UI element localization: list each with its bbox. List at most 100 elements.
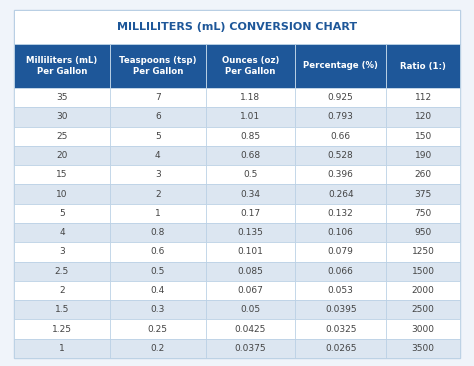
Text: 0.079: 0.079 [328,247,354,257]
Text: 0.053: 0.053 [328,286,354,295]
Bar [386,242,460,262]
Bar [295,44,386,88]
Bar [14,10,460,44]
Bar [14,262,110,281]
Text: 1500: 1500 [412,267,435,276]
Text: 0.793: 0.793 [328,112,354,122]
Text: 0.17: 0.17 [240,209,260,218]
Bar [386,339,460,358]
Bar [206,204,295,223]
Text: MILLILITERS (mL) CONVERSION CHART: MILLILITERS (mL) CONVERSION CHART [117,22,357,32]
Bar [206,262,295,281]
Bar [295,146,386,165]
Bar [206,184,295,204]
Text: 0.68: 0.68 [240,151,260,160]
Text: 0.396: 0.396 [328,170,354,179]
Bar [206,146,295,165]
Bar [14,339,110,358]
Bar [206,339,295,358]
Bar [206,165,295,184]
Bar [295,184,386,204]
Text: 3000: 3000 [412,325,435,333]
Bar [206,107,295,127]
Text: 0.3: 0.3 [151,305,165,314]
Bar [206,320,295,339]
Text: 0.135: 0.135 [237,228,264,237]
Bar [110,165,206,184]
Text: 0.0375: 0.0375 [235,344,266,353]
Bar [206,242,295,262]
Bar [386,127,460,146]
Text: Ratio (1:): Ratio (1:) [400,61,446,71]
Bar [14,320,110,339]
Bar [386,320,460,339]
Bar [386,281,460,300]
Text: 0.5: 0.5 [151,267,165,276]
Text: Milliliters (mL)
Per Gallon: Milliliters (mL) Per Gallon [27,56,98,76]
Text: 3500: 3500 [412,344,435,353]
Bar [14,300,110,320]
Text: 1250: 1250 [412,247,435,257]
Text: 25: 25 [56,132,68,141]
Bar [386,44,460,88]
Text: 0.2: 0.2 [151,344,165,353]
Text: 260: 260 [415,170,432,179]
Bar [386,262,460,281]
Text: 750: 750 [415,209,432,218]
Text: 0.66: 0.66 [331,132,351,141]
Bar [295,262,386,281]
Text: 375: 375 [415,190,432,199]
Text: 10: 10 [56,190,68,199]
Text: 5: 5 [155,132,161,141]
Bar [110,184,206,204]
Text: 0.067: 0.067 [237,286,264,295]
Text: 0.066: 0.066 [328,267,354,276]
Text: 2.5: 2.5 [55,267,69,276]
Bar [14,127,110,146]
Text: 4: 4 [155,151,161,160]
Text: 0.101: 0.101 [237,247,264,257]
Text: 2500: 2500 [412,305,435,314]
Text: 120: 120 [415,112,432,122]
Bar [386,107,460,127]
Bar [295,320,386,339]
Text: 0.528: 0.528 [328,151,354,160]
Bar [14,223,110,242]
Text: Ounces (oz)
Per Gallon: Ounces (oz) Per Gallon [222,56,279,76]
Bar [295,127,386,146]
Bar [110,300,206,320]
Text: 1.5: 1.5 [55,305,69,314]
Bar [295,204,386,223]
Text: Teaspoons (tsp)
Per Gallon: Teaspoons (tsp) Per Gallon [119,56,197,76]
Bar [386,204,460,223]
Bar [14,242,110,262]
Text: 190: 190 [415,151,432,160]
Text: 0.8: 0.8 [151,228,165,237]
Bar [14,281,110,300]
Text: 1.18: 1.18 [240,93,260,102]
Text: 0.0425: 0.0425 [235,325,266,333]
Text: 2: 2 [59,286,65,295]
Text: 2000: 2000 [412,286,435,295]
Bar [110,339,206,358]
Text: 0.085: 0.085 [237,267,264,276]
Text: 1.25: 1.25 [52,325,72,333]
Bar [295,339,386,358]
Bar [110,204,206,223]
Bar [295,281,386,300]
Bar [206,281,295,300]
Bar [110,242,206,262]
Text: 1.01: 1.01 [240,112,260,122]
Text: 112: 112 [415,93,432,102]
Bar [206,300,295,320]
Bar [14,165,110,184]
Bar [295,242,386,262]
Bar [110,44,206,88]
Bar [14,107,110,127]
Text: 2: 2 [155,190,161,199]
Bar [295,88,386,107]
Text: 3: 3 [59,247,65,257]
Bar [110,88,206,107]
Text: 150: 150 [415,132,432,141]
Bar [295,165,386,184]
